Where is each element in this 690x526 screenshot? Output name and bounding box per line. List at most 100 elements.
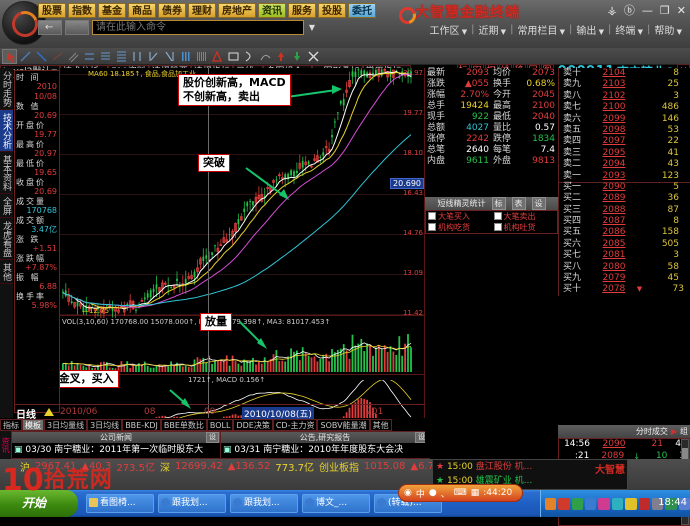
- taskbar-button-2[interactable]: 跟我划...: [230, 494, 298, 513]
- category-tab-5[interactable]: 理财: [188, 3, 216, 18]
- tray-plug-icon[interactable]: ⚶: [608, 4, 617, 17]
- stats-table-button[interactable]: 表: [512, 197, 526, 210]
- bottom-tab-9[interactable]: SOBV能量潮: [317, 419, 369, 431]
- ticker-item[interactable]: 深: [160, 459, 170, 474]
- pointer-icon[interactable]: [2, 49, 17, 64]
- tray-icon-5[interactable]: [598, 498, 609, 510]
- curve-icon[interactable]: [258, 49, 273, 64]
- tray-icon-2[interactable]: [558, 498, 569, 510]
- ime-mode-cell[interactable]: 中: [416, 487, 425, 500]
- checkbox[interactable]: [494, 212, 502, 220]
- zigzag2-icon[interactable]: [162, 49, 177, 64]
- ime-punct-icon[interactable]: 、: [441, 487, 450, 500]
- ime-language-bar[interactable]: ◉ 中 ● 、 ⌨ ▦ :44:20: [398, 484, 523, 502]
- bars-icon[interactable]: [178, 49, 193, 64]
- chevron-down-icon[interactable]: ▼: [557, 28, 565, 36]
- side-tab-3[interactable]: 全屏: [0, 194, 13, 218]
- tray-icon-8[interactable]: [639, 498, 650, 510]
- tray-icon-7[interactable]: [625, 498, 636, 510]
- tray-icon-1[interactable]: [545, 498, 556, 510]
- news-settings-button[interactable]: 设: [206, 432, 219, 443]
- menu-item-2[interactable]: 常用栏目 ▼: [513, 22, 569, 37]
- side-tab-1[interactable]: 技术分析: [0, 110, 13, 152]
- bottom-tab-8[interactable]: CD-主力资: [273, 419, 318, 431]
- kline-chart-area[interactable]: 20.97 19.77 18.10 16.43 14.76 13.09 11.4…: [60, 68, 425, 418]
- menu-item-3[interactable]: 输出 ▼: [572, 22, 608, 37]
- arc-icon[interactable]: [242, 49, 257, 64]
- tray-icon-4[interactable]: [585, 498, 596, 510]
- segment-vertical-icon[interactable]: [130, 49, 145, 64]
- parallel-lines-icon[interactable]: [66, 49, 81, 64]
- taskbar-clock[interactable]: 18:44: [658, 497, 687, 508]
- ticker-item[interactable]: 1015.08: [364, 461, 405, 472]
- category-tab-4[interactable]: 债券: [158, 3, 186, 18]
- bottom-tab-3[interactable]: 3日均线: [87, 419, 122, 431]
- tab-tick-trades[interactable]: 分时成交: [636, 426, 668, 437]
- category-tab-3[interactable]: 商品: [128, 3, 156, 18]
- bottom-tab-1[interactable]: 模板: [22, 419, 44, 431]
- taskbar-button-0[interactable]: 看图椅...: [86, 494, 154, 513]
- chevron-down-icon[interactable]: ▼: [635, 28, 643, 36]
- gann-lines-icon[interactable]: [114, 49, 129, 64]
- bottom-tab-7[interactable]: DDE决策: [233, 419, 272, 431]
- side-tab-5[interactable]: 其他: [0, 260, 13, 284]
- tab-group[interactable]: 组: [680, 426, 688, 437]
- trendline-down-icon[interactable]: [34, 49, 49, 64]
- category-tab-1[interactable]: 指数: [68, 3, 96, 18]
- ticker-item[interactable]: ▲136.52: [228, 461, 271, 472]
- bottom-tab-5[interactable]: BBE单数比: [161, 419, 207, 431]
- taskbar-button-3[interactable]: 博文_...: [302, 494, 370, 513]
- ime-moon-icon[interactable]: ●: [429, 488, 437, 498]
- checkbox[interactable]: [428, 223, 436, 231]
- ray-icon[interactable]: [50, 49, 65, 64]
- ticker-item[interactable]: 12699.42: [175, 461, 223, 472]
- checkbox[interactable]: [494, 223, 502, 231]
- delete-all-icon[interactable]: [306, 49, 321, 64]
- chevron-down-icon[interactable]: ▼: [459, 28, 467, 36]
- ticker-item[interactable]: 创业板指: [319, 459, 359, 474]
- bottom-tab-6[interactable]: BOLL: [207, 419, 234, 431]
- period-dropdown-icon[interactable]: [44, 408, 54, 416]
- side-tab-2[interactable]: 基本资料: [0, 152, 13, 194]
- news-item[interactable]: ▣ 03/30 南宁糖业：2011年第一次临时股东大: [12, 443, 220, 457]
- minimize-button[interactable]: —: [642, 4, 653, 17]
- category-tab-0[interactable]: 股票: [38, 3, 66, 18]
- menu-item-1[interactable]: 近期 ▼: [474, 22, 510, 37]
- category-tab-7[interactable]: 资讯: [258, 3, 286, 18]
- taskbar-button-1[interactable]: 跟我划...: [158, 494, 226, 513]
- bottom-tab-2[interactable]: 3日均量线: [44, 419, 87, 431]
- side-tab-4[interactable]: 龙虎看盘: [0, 218, 13, 260]
- news-item[interactable]: ▣ 03/31 南宁糖业：2010年年度股东大会决: [221, 443, 429, 457]
- close-button[interactable]: ✕: [677, 4, 686, 17]
- category-tab-9[interactable]: 投股: [318, 3, 346, 18]
- chevron-down-icon[interactable]: ▼: [596, 28, 604, 36]
- down-arrow-icon[interactable]: [290, 49, 305, 64]
- chevron-down-icon[interactable]: ▼: [498, 28, 506, 36]
- chevron-down-icon[interactable]: ▼: [674, 28, 682, 36]
- zigzag-icon[interactable]: [146, 49, 161, 64]
- menu-item-5[interactable]: 帮助 ▼: [650, 22, 686, 37]
- command-dropdown-icon[interactable]: ▼: [307, 20, 317, 35]
- bottom-tab-0[interactable]: 指标: [0, 419, 22, 431]
- category-tab-2[interactable]: 基金: [98, 3, 126, 18]
- checkbox[interactable]: [428, 212, 436, 220]
- side-tab-0[interactable]: 分时走势: [0, 68, 13, 110]
